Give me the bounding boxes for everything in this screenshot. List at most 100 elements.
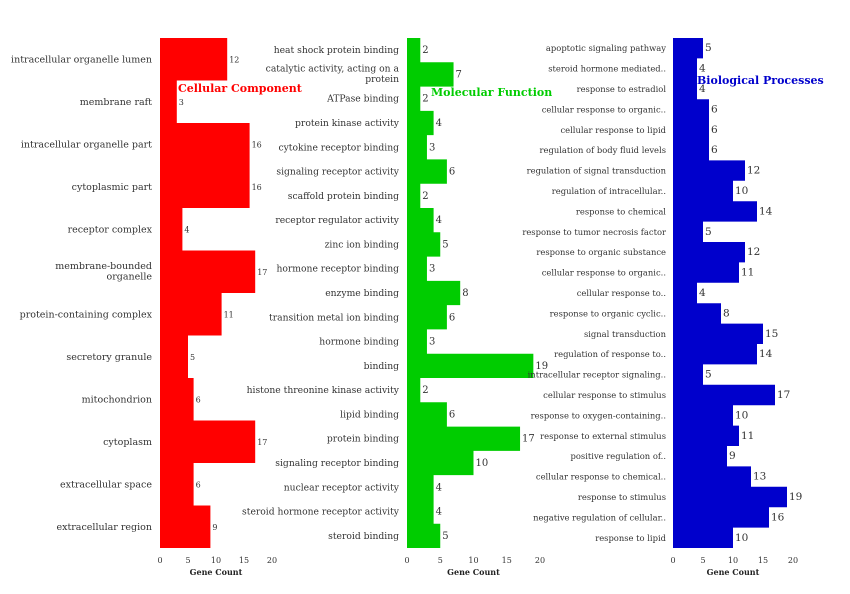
x-tick-2-5: 20 xyxy=(535,556,545,565)
x-tick-3-4: 15 xyxy=(758,556,768,565)
bar-3-10 xyxy=(673,222,703,242)
bar-3-22 xyxy=(673,466,751,486)
category-label-3-24: negative regulation of cellular.. xyxy=(533,512,666,522)
bar-2-13 xyxy=(407,329,427,353)
value-label-3-21: 9 xyxy=(729,450,736,462)
bar-2-8 xyxy=(407,208,434,232)
category-label-2-14: binding xyxy=(364,361,399,372)
bar-3-7 xyxy=(673,160,745,180)
category-label-1-9: mitochondrion xyxy=(82,394,152,405)
bar-1-3 xyxy=(160,123,250,166)
x-tick-1-5: 20 xyxy=(267,556,277,565)
value-label-3-18: 17 xyxy=(777,389,790,401)
value-label-2-4: 4 xyxy=(436,118,442,129)
category-label-2-16: lipid binding xyxy=(340,409,399,420)
bar-2-3 xyxy=(407,87,420,111)
category-label-1-2: membrane raft xyxy=(80,97,152,108)
value-label-2-10: 3 xyxy=(429,264,435,275)
value-label-2-2: 7 xyxy=(456,69,462,80)
x-tick-1-1: 0 xyxy=(157,556,162,565)
value-label-3-9: 14 xyxy=(759,205,773,217)
value-label-2-16: 6 xyxy=(449,409,455,420)
panel-3-bars-area xyxy=(673,38,787,548)
x-tick-2-2: 5 xyxy=(438,556,443,565)
value-label-3-16: 14 xyxy=(759,348,773,360)
bar-3-23 xyxy=(673,487,787,507)
category-label-3-20: response to external stimulus xyxy=(540,431,666,441)
category-label-2-11: enzyme binding xyxy=(325,288,399,299)
value-label-2-3: 2 xyxy=(422,94,428,105)
bar-2-18 xyxy=(407,451,474,475)
value-label-1-10: 17 xyxy=(257,438,267,447)
panel-title-1: Cellular Component xyxy=(178,82,303,95)
x-axis-label-3: Gene Count xyxy=(707,567,760,577)
bar-3-18 xyxy=(673,385,775,405)
bar-3-15 xyxy=(673,324,763,344)
category-label-2-10: hormone receptor binding xyxy=(276,264,399,275)
bar-2-2 xyxy=(407,62,454,86)
category-label-2-12: transition metal ion binding xyxy=(269,312,399,323)
value-label-3-19: 10 xyxy=(735,409,748,421)
value-label-2-7: 2 xyxy=(422,191,428,202)
category-label-3-3: response to estradiol xyxy=(577,84,667,94)
bar-1-9 xyxy=(160,378,194,421)
value-label-3-4: 6 xyxy=(711,103,718,115)
bar-2-17 xyxy=(407,427,520,451)
bar-2-1 xyxy=(407,38,420,62)
value-label-3-8: 10 xyxy=(735,185,748,197)
category-label-3-21: positive regulation of.. xyxy=(571,451,666,461)
value-label-1-2: 3 xyxy=(179,98,184,107)
x-tick-3-5: 20 xyxy=(788,556,798,565)
category-label-3-18: cellular response to stimulus xyxy=(543,390,666,400)
value-label-2-12: 6 xyxy=(449,312,455,323)
x-tick-1-3: 10 xyxy=(211,556,221,565)
value-label-1-4: 16 xyxy=(252,183,262,192)
bar-3-9 xyxy=(673,201,757,221)
category-label-2-2: catalytic activity, acting on a protein xyxy=(266,63,400,85)
value-label-3-15: 15 xyxy=(765,328,778,340)
category-label-2-19: nuclear receptor activity xyxy=(284,482,400,493)
category-label-3-4: cellular response to organic.. xyxy=(542,104,666,114)
category-label-1-1: intracellular organelle lumen xyxy=(11,54,152,65)
panel-1-bars-area xyxy=(160,38,256,548)
category-label-3-2: steroid hormone mediated.. xyxy=(548,64,666,74)
category-label-2-7: scaffold protein binding xyxy=(288,191,399,202)
value-label-2-19: 4 xyxy=(436,482,442,493)
bar-3-5 xyxy=(673,120,709,140)
category-label-2-17: protein binding xyxy=(327,434,399,445)
value-label-3-24: 16 xyxy=(771,511,785,523)
bar-3-1 xyxy=(673,38,703,58)
bar-2-20 xyxy=(407,499,434,523)
category-label-2-1: heat shock protein binding xyxy=(274,45,399,56)
category-label-3-25: response to lipid xyxy=(595,533,666,543)
category-label-3-9: response to chemical xyxy=(576,206,666,216)
value-label-2-13: 3 xyxy=(429,337,435,348)
value-label-3-1: 5 xyxy=(705,42,712,54)
bar-3-2 xyxy=(673,58,697,78)
x-tick-1-2: 5 xyxy=(185,556,190,565)
bar-3-19 xyxy=(673,405,733,425)
category-label-1-3: intracellular organelle part xyxy=(21,139,152,150)
value-label-2-14: 19 xyxy=(535,361,548,372)
x-axis-label-2: Gene Count xyxy=(447,567,500,577)
x-tick-3-1: 0 xyxy=(670,556,675,565)
value-label-3-6: 6 xyxy=(711,144,718,156)
panel-title-3: Biological Processes xyxy=(697,74,824,87)
bar-1-8 xyxy=(160,336,188,379)
category-label-3-14: response to organic cyclic.. xyxy=(550,308,666,318)
category-label-1-5: receptor complex xyxy=(68,224,153,235)
category-label-3-16: regulation of response to.. xyxy=(554,349,666,359)
value-label-1-8: 5 xyxy=(190,353,195,362)
bar-2-21 xyxy=(407,524,440,548)
value-label-2-1: 2 xyxy=(422,45,428,56)
category-label-2-18: signaling receptor binding xyxy=(275,458,399,469)
bar-1-12 xyxy=(160,506,210,549)
category-label-3-12: cellular response to organic.. xyxy=(542,268,666,278)
bar-3-16 xyxy=(673,344,757,364)
category-label-2-6: signaling receptor activity xyxy=(276,167,399,178)
bar-2-5 xyxy=(407,135,427,159)
bar-1-5 xyxy=(160,208,182,251)
bar-2-6 xyxy=(407,159,447,183)
value-label-2-6: 6 xyxy=(449,167,455,178)
category-label-2-3: ATPase binding xyxy=(326,94,399,105)
